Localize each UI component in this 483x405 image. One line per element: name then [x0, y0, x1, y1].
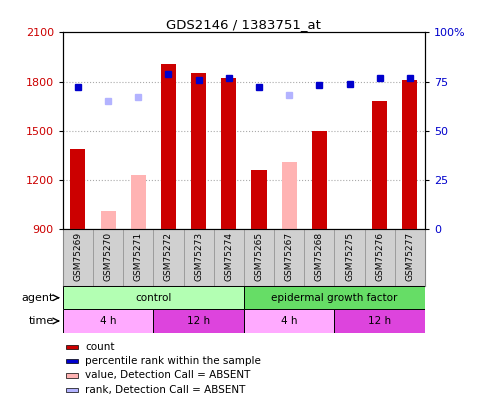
Bar	[67, 373, 78, 378]
Bar	[282, 162, 297, 229]
Text: percentile rank within the sample: percentile rank within the sample	[85, 356, 261, 366]
Text: GSM75273: GSM75273	[194, 232, 203, 281]
Text: rank, Detection Call = ABSENT: rank, Detection Call = ABSENT	[85, 385, 245, 395]
Bar	[63, 309, 154, 333]
Text: GSM75269: GSM75269	[73, 232, 83, 281]
Text: GSM75274: GSM75274	[224, 232, 233, 281]
Text: GSM75275: GSM75275	[345, 232, 354, 281]
Bar	[71, 149, 85, 229]
Bar	[154, 309, 244, 333]
Bar	[402, 80, 417, 229]
Text: time: time	[28, 316, 54, 326]
Bar	[221, 78, 236, 229]
Bar	[252, 170, 267, 229]
Bar	[161, 64, 176, 229]
Bar	[100, 211, 115, 229]
Text: GSM75276: GSM75276	[375, 232, 384, 281]
Bar	[131, 175, 146, 229]
Text: GSM75270: GSM75270	[103, 232, 113, 281]
Bar	[67, 345, 78, 349]
Text: 12 h: 12 h	[368, 316, 391, 326]
Text: GSM75267: GSM75267	[284, 232, 294, 281]
Bar	[312, 131, 327, 229]
Bar	[244, 309, 334, 333]
Bar	[244, 286, 425, 309]
Bar	[67, 388, 78, 392]
Text: count: count	[85, 342, 114, 352]
Text: value, Detection Call = ABSENT: value, Detection Call = ABSENT	[85, 371, 251, 380]
Text: epidermal growth factor: epidermal growth factor	[271, 293, 398, 303]
Title: GDS2146 / 1383751_at: GDS2146 / 1383751_at	[167, 18, 321, 31]
Text: GSM75271: GSM75271	[134, 232, 143, 281]
Bar	[191, 73, 206, 229]
Text: GSM75265: GSM75265	[255, 232, 264, 281]
Bar	[372, 101, 387, 229]
Text: control: control	[135, 293, 171, 303]
Text: GSM75277: GSM75277	[405, 232, 414, 281]
Text: 4 h: 4 h	[281, 316, 298, 326]
Text: agent: agent	[21, 293, 54, 303]
Bar	[67, 359, 78, 363]
Text: GSM75268: GSM75268	[315, 232, 324, 281]
Bar	[63, 286, 244, 309]
Text: 12 h: 12 h	[187, 316, 210, 326]
Text: GSM75272: GSM75272	[164, 232, 173, 281]
Bar	[334, 309, 425, 333]
Text: 4 h: 4 h	[100, 316, 116, 326]
